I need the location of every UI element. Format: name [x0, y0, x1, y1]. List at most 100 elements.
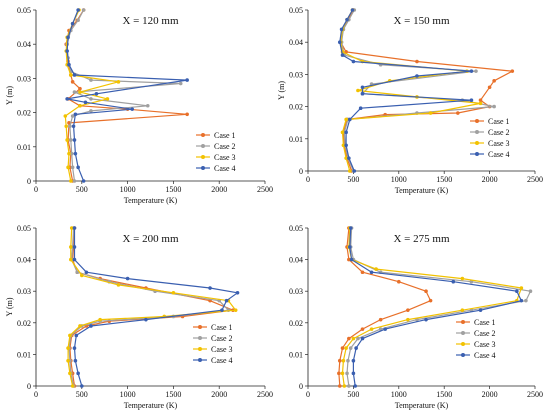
legend: Case 1 Case 2 Case 3 Case 4	[470, 117, 510, 159]
data-point	[524, 298, 528, 303]
data-point	[460, 308, 465, 312]
chart-panel-4: 0 500 1000 1500 2000 2500 0 0.01 0.02 0.03 0.04 0.0…	[289, 224, 543, 410]
data-point	[492, 104, 496, 109]
series-case-4	[347, 226, 524, 388]
legend-marker	[461, 342, 465, 346]
data-point	[76, 8, 80, 12]
chart-panel-2: 0 500 1000 1500 2000 2500 0 0.01 0.02 0.03 0.04 0.0…	[277, 6, 543, 195]
chart-title: X = 120 mm	[122, 15, 178, 27]
chart-title: X = 150 mm	[393, 15, 449, 27]
legend: Case 1 Case 2 Case 3 Case 4	[196, 131, 236, 173]
data-point	[81, 179, 86, 183]
data-point	[406, 308, 410, 312]
data-point	[208, 286, 212, 290]
data-point	[348, 346, 353, 350]
data-point	[94, 91, 99, 96]
data-point	[76, 165, 80, 170]
data-point	[347, 336, 351, 341]
data-point	[64, 124, 69, 129]
data-point	[72, 226, 77, 230]
series-case-4	[72, 226, 240, 388]
data-point	[73, 358, 78, 363]
y-tick-label: 0.05	[17, 224, 31, 233]
series-line	[340, 9, 482, 172]
chart-title: X = 275 mm	[393, 233, 449, 245]
data-point	[340, 53, 345, 57]
data-point	[347, 117, 352, 122]
data-point	[347, 257, 351, 262]
legend-marker	[461, 320, 465, 324]
series-line	[69, 227, 234, 387]
data-point	[360, 85, 365, 90]
data-point	[70, 114, 75, 118]
data-point	[469, 98, 474, 102]
x-tick-label: 2500	[527, 390, 543, 399]
legend-item: Case 3	[470, 139, 510, 148]
y-tick-label: 0.03	[289, 70, 303, 79]
y-axis-title: Y (m)	[277, 81, 286, 100]
data-point	[70, 165, 75, 170]
legend-marker	[475, 119, 479, 123]
data-point	[397, 279, 401, 284]
data-point	[369, 270, 374, 275]
y-tick-label: 0.03	[17, 287, 31, 296]
data-point	[519, 298, 524, 303]
data-point	[74, 333, 79, 338]
data-point	[72, 90, 77, 94]
data-point	[351, 371, 356, 376]
data-point	[340, 346, 345, 350]
legend-item: Case 4	[193, 356, 233, 365]
data-point	[339, 27, 344, 32]
data-point	[478, 308, 483, 312]
data-point	[350, 8, 355, 12]
data-point	[344, 130, 348, 135]
legend-item: Case 3	[456, 340, 496, 349]
series-line	[66, 9, 188, 182]
data-point	[80, 273, 84, 278]
data-point	[344, 156, 348, 160]
data-point	[378, 317, 383, 322]
data-point	[345, 17, 349, 22]
y-tick-label: 0.05	[17, 6, 31, 15]
data-point	[478, 101, 483, 106]
x-tick-label: 2500	[527, 175, 543, 184]
data-point	[451, 279, 456, 284]
data-point	[89, 78, 93, 82]
legend-marker	[461, 331, 465, 335]
legend-marker	[201, 133, 205, 137]
legend-marker	[201, 144, 205, 148]
series-case-4	[65, 8, 189, 183]
legend: Case 1 Case 2 Case 3 Case 4	[456, 318, 496, 360]
data-point	[347, 156, 351, 160]
data-point	[65, 49, 69, 53]
data-point	[70, 21, 75, 26]
data-point	[406, 317, 410, 322]
data-point	[510, 69, 515, 73]
y-tick-label: 0.04	[289, 256, 303, 265]
series-line	[341, 9, 495, 172]
x-axis-title: Temperature (K)	[395, 186, 449, 195]
data-point	[528, 289, 533, 294]
legend-marker	[461, 353, 465, 357]
x-tick-label: 2000	[482, 175, 498, 184]
series-line	[64, 9, 120, 182]
data-point	[351, 336, 356, 341]
y-tick-label: 0.01	[17, 350, 31, 359]
y-tick-label: 0.01	[17, 143, 31, 152]
legend-label: Case 4	[214, 164, 236, 173]
data-point	[63, 114, 68, 118]
data-point	[424, 317, 428, 322]
data-point	[337, 371, 341, 376]
data-point	[98, 317, 102, 322]
data-point	[72, 346, 77, 350]
data-point	[72, 245, 77, 249]
y-tick-label: 0.01	[289, 135, 303, 144]
data-point	[353, 384, 358, 388]
series-case-2	[345, 226, 533, 388]
data-point	[360, 336, 365, 341]
data-point	[68, 333, 72, 338]
series-case-3	[340, 226, 524, 388]
y-tick-label: 0.05	[289, 224, 303, 233]
legend-marker	[201, 155, 205, 159]
data-point	[69, 245, 73, 249]
